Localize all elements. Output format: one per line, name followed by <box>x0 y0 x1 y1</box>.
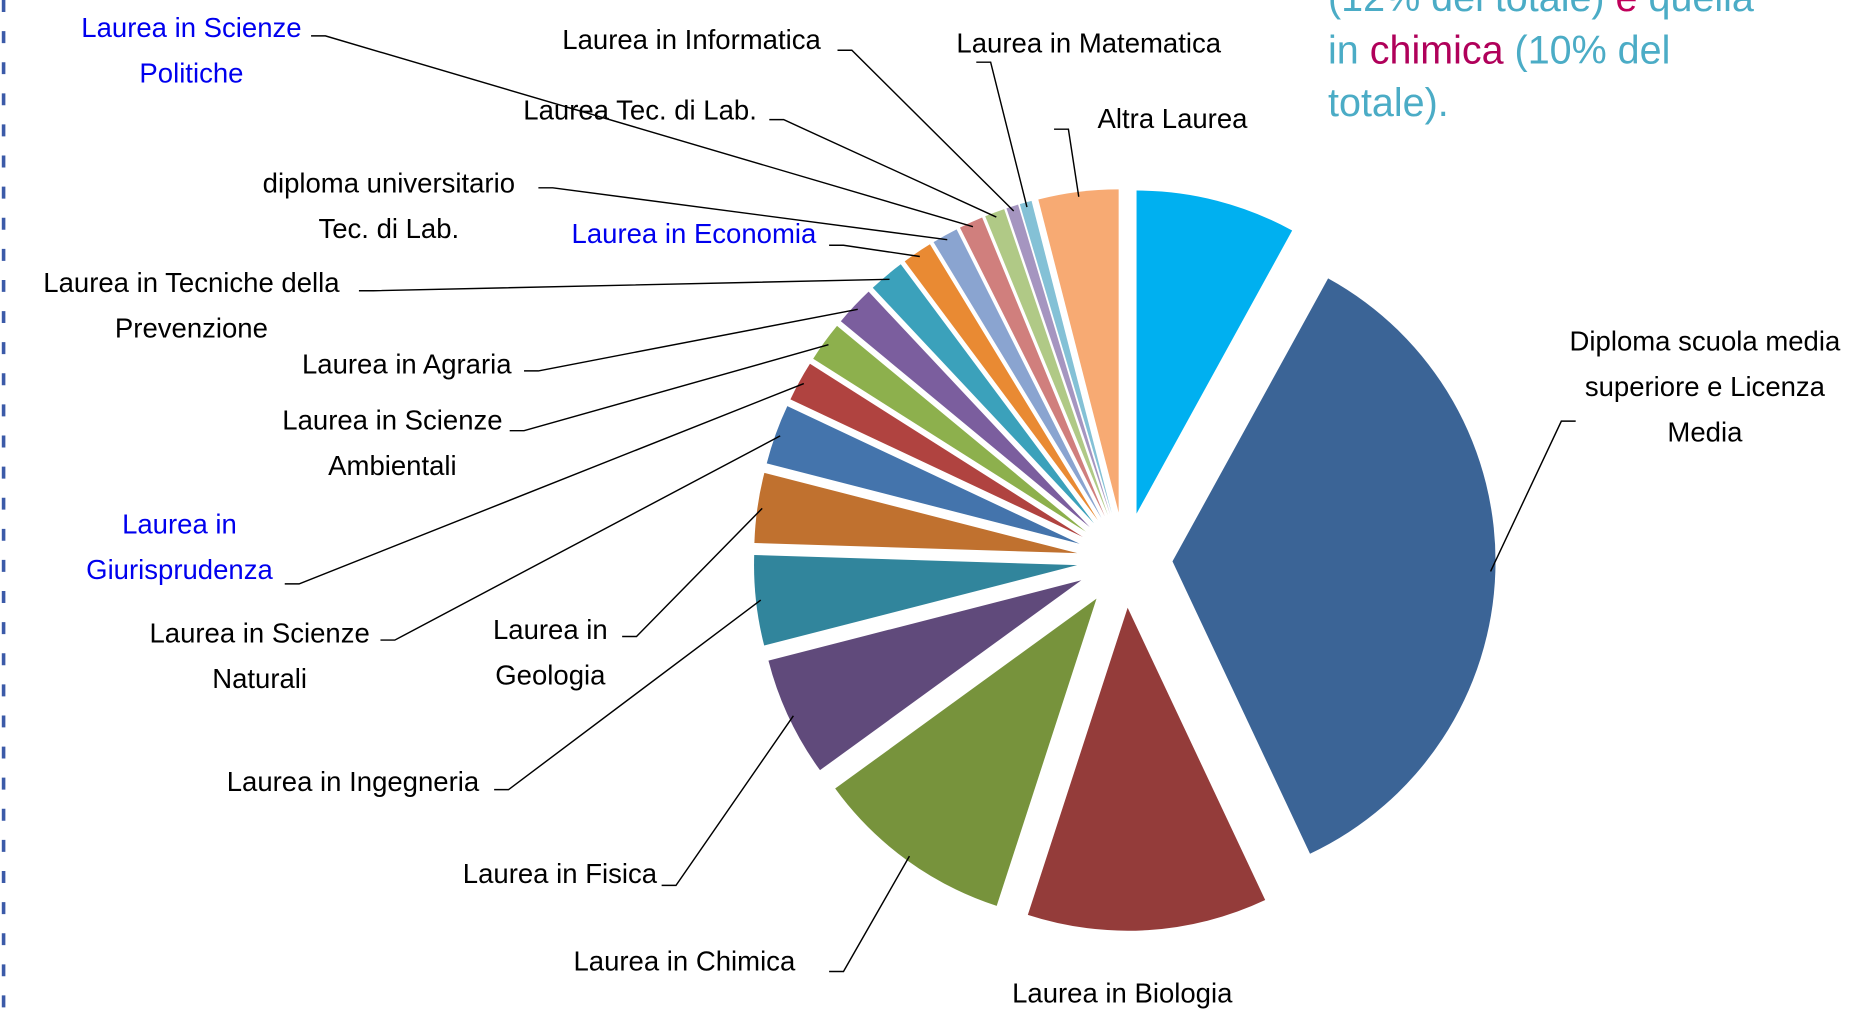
annotation-text: chimica <box>1369 27 1504 72</box>
slice-label: Laurea Tec. di Lab. <box>523 94 757 126</box>
slice-label: Diploma scuola media superiore e Licenza… <box>1569 325 1841 448</box>
leader-line <box>524 308 858 372</box>
annotation-text: (10% del totale). <box>1328 27 1671 125</box>
leader-line <box>829 855 911 973</box>
pie-slice <box>933 229 1102 519</box>
slice-label: Laurea in Matematica <box>956 27 1222 59</box>
leader-line <box>494 599 762 791</box>
leader-line <box>661 715 794 887</box>
pie-slice <box>766 406 1080 544</box>
pie-slice <box>1019 200 1112 514</box>
slice-label: Laurea in Geologia <box>492 613 608 691</box>
pie-slice <box>985 209 1108 516</box>
slice-label: Laurea in Biologia <box>1012 977 1233 1009</box>
leader-line <box>622 507 763 638</box>
annotation-text: quella in <box>1328 0 1754 72</box>
pie-slice <box>835 598 1097 906</box>
slice-label: Laurea in Ingegneria <box>226 765 480 797</box>
leader-line <box>829 244 920 258</box>
slice-label: Laurea in Economia <box>571 217 817 249</box>
pie-slice <box>768 580 1082 771</box>
annotation-text: e <box>1616 0 1638 19</box>
slice-label: Laurea in Tecniche della Prevenzione <box>43 266 340 344</box>
pie-slice <box>754 472 1078 554</box>
slice-label: Altra Laurea <box>1097 102 1248 135</box>
pie-slice <box>1172 278 1496 854</box>
slice-label: Laurea in Scienze Politiche <box>81 11 302 89</box>
pie-slice <box>1006 204 1111 515</box>
leader-line <box>358 278 890 292</box>
leader-line <box>976 61 1028 208</box>
slice-label: Laurea in Scienze Ambientali <box>282 404 503 481</box>
annotation: (12% del totale) e quella in chimica (10… <box>1328 0 1754 129</box>
slice-label: Laurea in Giurisprudenza <box>86 508 273 586</box>
pie-slice <box>840 291 1090 528</box>
pie-slice <box>872 264 1094 524</box>
slice-label: Laurea in Chimica <box>573 945 796 977</box>
pie-slice <box>1027 607 1266 931</box>
annotation-text: (12% del totale) <box>1328 0 1616 19</box>
slice-label: diploma universitario Tec. di Lab. <box>262 167 516 245</box>
leader-line <box>284 382 805 585</box>
leader-line <box>1489 420 1576 572</box>
pie-slice <box>813 325 1086 532</box>
slice-label: Laurea in Informatica <box>562 23 821 56</box>
slice-label: Laurea in Fisica <box>462 857 658 889</box>
leader-line <box>380 435 781 641</box>
pie-slice <box>754 555 1078 646</box>
leader-line <box>769 118 997 218</box>
pie-slice <box>790 363 1083 537</box>
slice-label: Laurea in Agraria <box>301 348 512 380</box>
pie-slice <box>959 217 1105 517</box>
leader-line <box>509 344 829 432</box>
leader-line <box>1054 128 1080 197</box>
slice-label: Laurea in Scienze Naturali <box>149 617 370 694</box>
leader-line <box>538 187 948 241</box>
pie-slice <box>1038 189 1119 513</box>
leader-line <box>311 35 974 228</box>
pie-slice <box>904 244 1098 521</box>
leader-line <box>837 49 1015 212</box>
pie-slice <box>1136 190 1293 514</box>
